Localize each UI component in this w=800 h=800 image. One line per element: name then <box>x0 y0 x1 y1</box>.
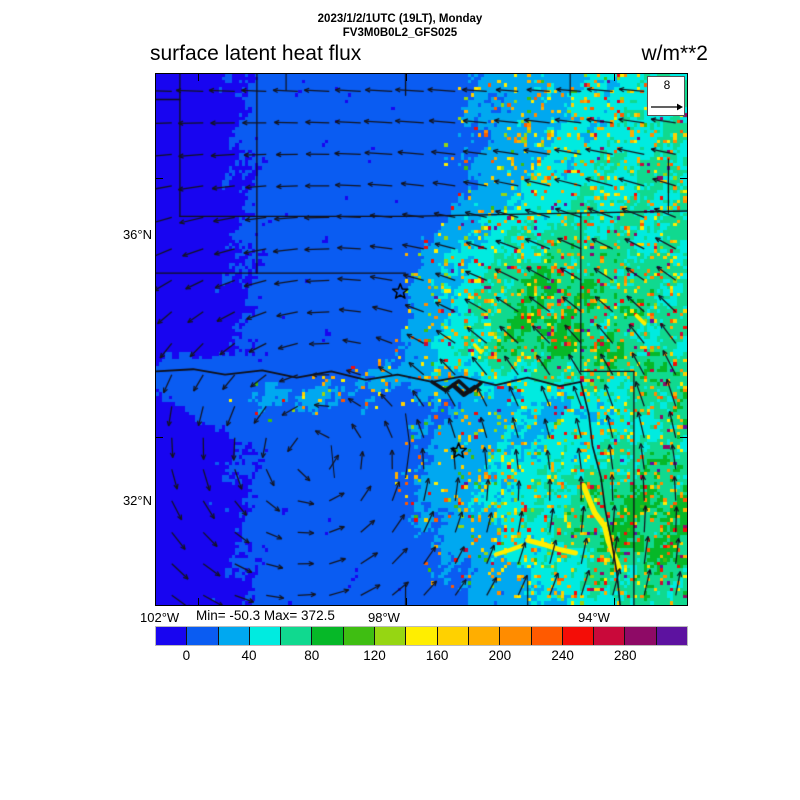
axis-tick-lat <box>680 436 687 438</box>
units-label: w/m**2 <box>641 42 708 65</box>
axis-tick-lon <box>614 598 616 605</box>
axis-label-lat-32n: 32°N <box>122 493 152 508</box>
colorbar-swatch <box>656 627 688 645</box>
reference-vector-value: 8 <box>663 78 671 92</box>
axis-tick-lon <box>405 74 407 81</box>
axis-tick-lon <box>614 74 616 81</box>
colorbar-tick-label: 280 <box>614 648 637 663</box>
page-title: surface latent heat flux <box>150 42 362 65</box>
colorbar-swatch <box>281 627 313 645</box>
colorbar-swatch <box>562 627 595 645</box>
header-model-id: FV3M0B0L2_GFS025 <box>342 27 458 39</box>
colorbar-tick-label: 80 <box>304 648 320 663</box>
axis-label-lat-36n: 36°N <box>122 227 152 242</box>
axis-label-lon-94w: 94°W <box>578 610 610 625</box>
axis-tick-lat <box>156 177 163 179</box>
axis-label-lon-98w: 98°W <box>368 610 400 625</box>
colorbar-tick-label: 0 <box>182 648 191 663</box>
colorbar-swatch <box>625 627 657 645</box>
colorbar-swatch <box>343 627 376 645</box>
colorbar-swatch <box>594 627 626 645</box>
statistics-minmax: Min= -50.3 Max= 372.5 <box>196 608 335 623</box>
colorbar-swatch <box>531 627 563 645</box>
colorbar-swatch <box>187 627 219 645</box>
axis-tick-lon <box>197 74 199 81</box>
header-datetime: 2023/1/2/1UTC (19LT), Monday <box>317 13 483 25</box>
colorbar-tick-label: 40 <box>241 648 257 663</box>
colorbar-tick-label: 200 <box>488 648 512 663</box>
colorbar-swatch <box>468 627 501 645</box>
axis-tick-lat <box>156 436 163 438</box>
colorbar-swatch <box>156 627 188 645</box>
colorbar-swatch <box>249 627 282 645</box>
colorbar-swatch <box>312 627 344 645</box>
colorbar-swatch <box>500 627 532 645</box>
axis-tick-lat <box>680 177 687 179</box>
colorbar-swatch <box>375 627 407 645</box>
colorbar-tick-label: 160 <box>425 648 449 663</box>
colorbar-tick-label: 120 <box>363 648 386 663</box>
reference-vector-legend: 8 <box>647 76 685 116</box>
map-plot-area[interactable]: 8 <box>155 73 688 606</box>
axis-label-lon-102w: 102°W <box>140 610 180 625</box>
header-block: 2023/1/2/1UTC (19LT), Monday FV3M0B0L2_G… <box>0 0 800 70</box>
colorbar-swatch <box>437 627 469 645</box>
right-arrow-icon <box>651 103 683 111</box>
axis-tick-lon <box>197 598 199 605</box>
colorbar-tick-labels: 0 40 80 120 160 200 240 280 <box>155 648 688 666</box>
heatmap-canvas <box>156 74 687 605</box>
colorbar[interactable] <box>155 626 688 646</box>
colorbar-tick-label: 240 <box>551 648 574 663</box>
colorbar-swatch <box>406 627 438 645</box>
colorbar-swatch <box>218 627 250 645</box>
axis-tick-lon <box>405 598 407 605</box>
